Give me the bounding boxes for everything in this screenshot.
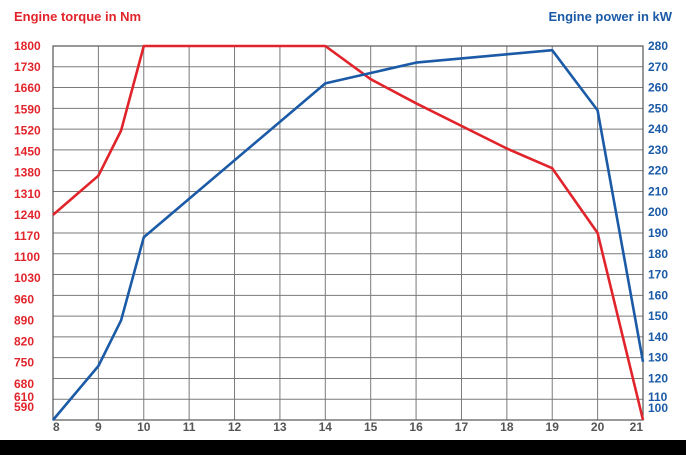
right-axis-title: Engine power in kW (548, 9, 672, 24)
left-tick-label: 680 (14, 377, 34, 391)
right-tick-label: 270 (648, 60, 668, 74)
x-tick-label: 13 (273, 420, 287, 434)
left-axis-title: Engine torque in Nm (14, 9, 142, 24)
right-tick-label: 110 (648, 390, 668, 404)
x-axis-ticks: 8 9 10 11 12 13 14 15 16 17 18 19 20 21 (53, 420, 643, 434)
left-tick-label: 1170 (14, 229, 40, 243)
right-tick-label: 190 (648, 226, 668, 240)
left-tick-label: 1310 (14, 187, 41, 201)
x-tick-label: 10 (137, 420, 151, 434)
right-tick-label: 130 (648, 351, 668, 365)
left-tick-label: 1660 (14, 81, 41, 95)
plot-frame (52, 45, 644, 421)
left-tick-label: 750 (14, 356, 34, 370)
right-tick-label: 170 (648, 268, 668, 282)
left-tick-label: 1380 (14, 166, 41, 180)
left-tick-label: 1520 (14, 123, 41, 137)
x-tick-label: 19 (546, 420, 560, 434)
x-tick-label: 8 (53, 420, 60, 434)
right-tick-label: 120 (648, 371, 668, 385)
grid (52, 45, 644, 421)
left-tick-label: 1030 (14, 271, 41, 285)
right-tick-label: 280 (648, 39, 668, 53)
power-series-line (52, 48, 645, 421)
right-tick-label: 160 (648, 288, 668, 302)
bottom-bar (0, 440, 686, 455)
right-tick-label: 140 (648, 330, 668, 344)
left-tick-label: 1800 (14, 39, 41, 53)
x-tick-label: 17 (455, 420, 469, 434)
right-tick-label: 240 (648, 122, 668, 136)
x-tick-label: 11 (183, 420, 196, 434)
x-tick-label: 16 (409, 420, 423, 434)
torque-series-line (52, 44, 645, 421)
left-tick-label: 1100 (14, 250, 40, 264)
right-tick-label: 200 (648, 205, 668, 219)
left-tick-label: 610 (14, 390, 34, 404)
left-tick-label: 1730 (14, 60, 41, 74)
x-tick-label: 21 (630, 420, 644, 434)
x-tick-label: 20 (591, 420, 605, 434)
left-tick-label: 890 (14, 313, 34, 327)
left-tick-label: 960 (14, 292, 34, 306)
x-tick-label: 15 (364, 420, 378, 434)
right-tick-label: 210 (648, 184, 668, 198)
right-tick-label: 100 (648, 401, 668, 415)
x-tick-label: 18 (500, 420, 514, 434)
right-tick-label: 260 (648, 81, 668, 95)
right-tick-label: 230 (648, 143, 668, 157)
right-tick-label: 180 (648, 247, 668, 261)
x-tick-label: 14 (319, 420, 333, 434)
right-tick-label: 250 (648, 101, 668, 115)
left-tick-label: 820 (14, 335, 34, 349)
left-tick-label: 1450 (14, 145, 41, 159)
left-tick-label: 590 (14, 400, 34, 414)
x-tick-label: 9 (95, 420, 102, 434)
left-tick-label: 1240 (14, 208, 41, 222)
right-tick-label: 220 (648, 164, 668, 178)
right-tick-label: 150 (648, 309, 668, 323)
series-lines (52, 44, 645, 421)
plot-border (52, 45, 644, 421)
x-tick-label: 12 (228, 420, 242, 434)
left-tick-label: 1590 (14, 102, 41, 116)
